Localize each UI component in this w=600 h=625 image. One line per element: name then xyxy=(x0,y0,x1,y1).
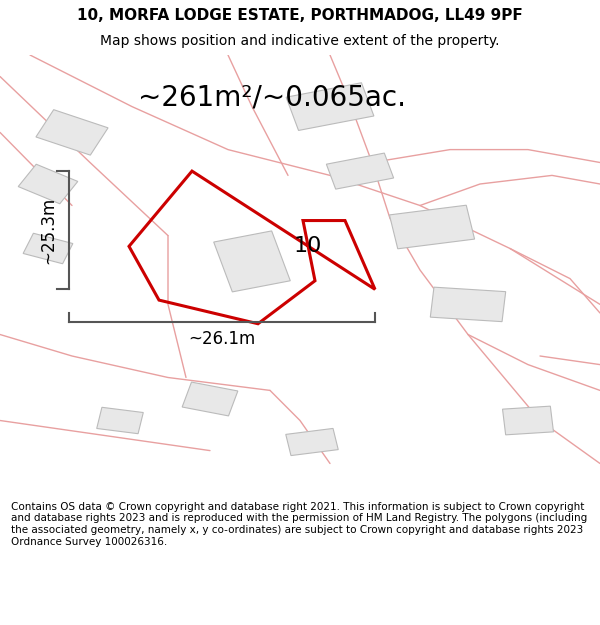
Text: ~261m²/~0.065ac.: ~261m²/~0.065ac. xyxy=(138,84,406,112)
Polygon shape xyxy=(326,153,394,189)
Polygon shape xyxy=(214,231,290,292)
Polygon shape xyxy=(430,287,506,322)
Text: 10: 10 xyxy=(294,236,322,256)
Polygon shape xyxy=(503,406,553,435)
Polygon shape xyxy=(286,428,338,456)
Polygon shape xyxy=(36,109,108,155)
Polygon shape xyxy=(389,205,475,249)
Polygon shape xyxy=(97,408,143,434)
Text: Map shows position and indicative extent of the property.: Map shows position and indicative extent… xyxy=(100,34,500,48)
Text: ~25.3m: ~25.3m xyxy=(39,197,57,264)
Text: ~26.1m: ~26.1m xyxy=(188,330,256,348)
Polygon shape xyxy=(286,82,374,131)
Polygon shape xyxy=(182,382,238,416)
Polygon shape xyxy=(23,233,73,264)
Polygon shape xyxy=(18,164,78,204)
Text: 10, MORFA LODGE ESTATE, PORTHMADOG, LL49 9PF: 10, MORFA LODGE ESTATE, PORTHMADOG, LL49… xyxy=(77,8,523,23)
Text: Contains OS data © Crown copyright and database right 2021. This information is : Contains OS data © Crown copyright and d… xyxy=(11,502,587,547)
